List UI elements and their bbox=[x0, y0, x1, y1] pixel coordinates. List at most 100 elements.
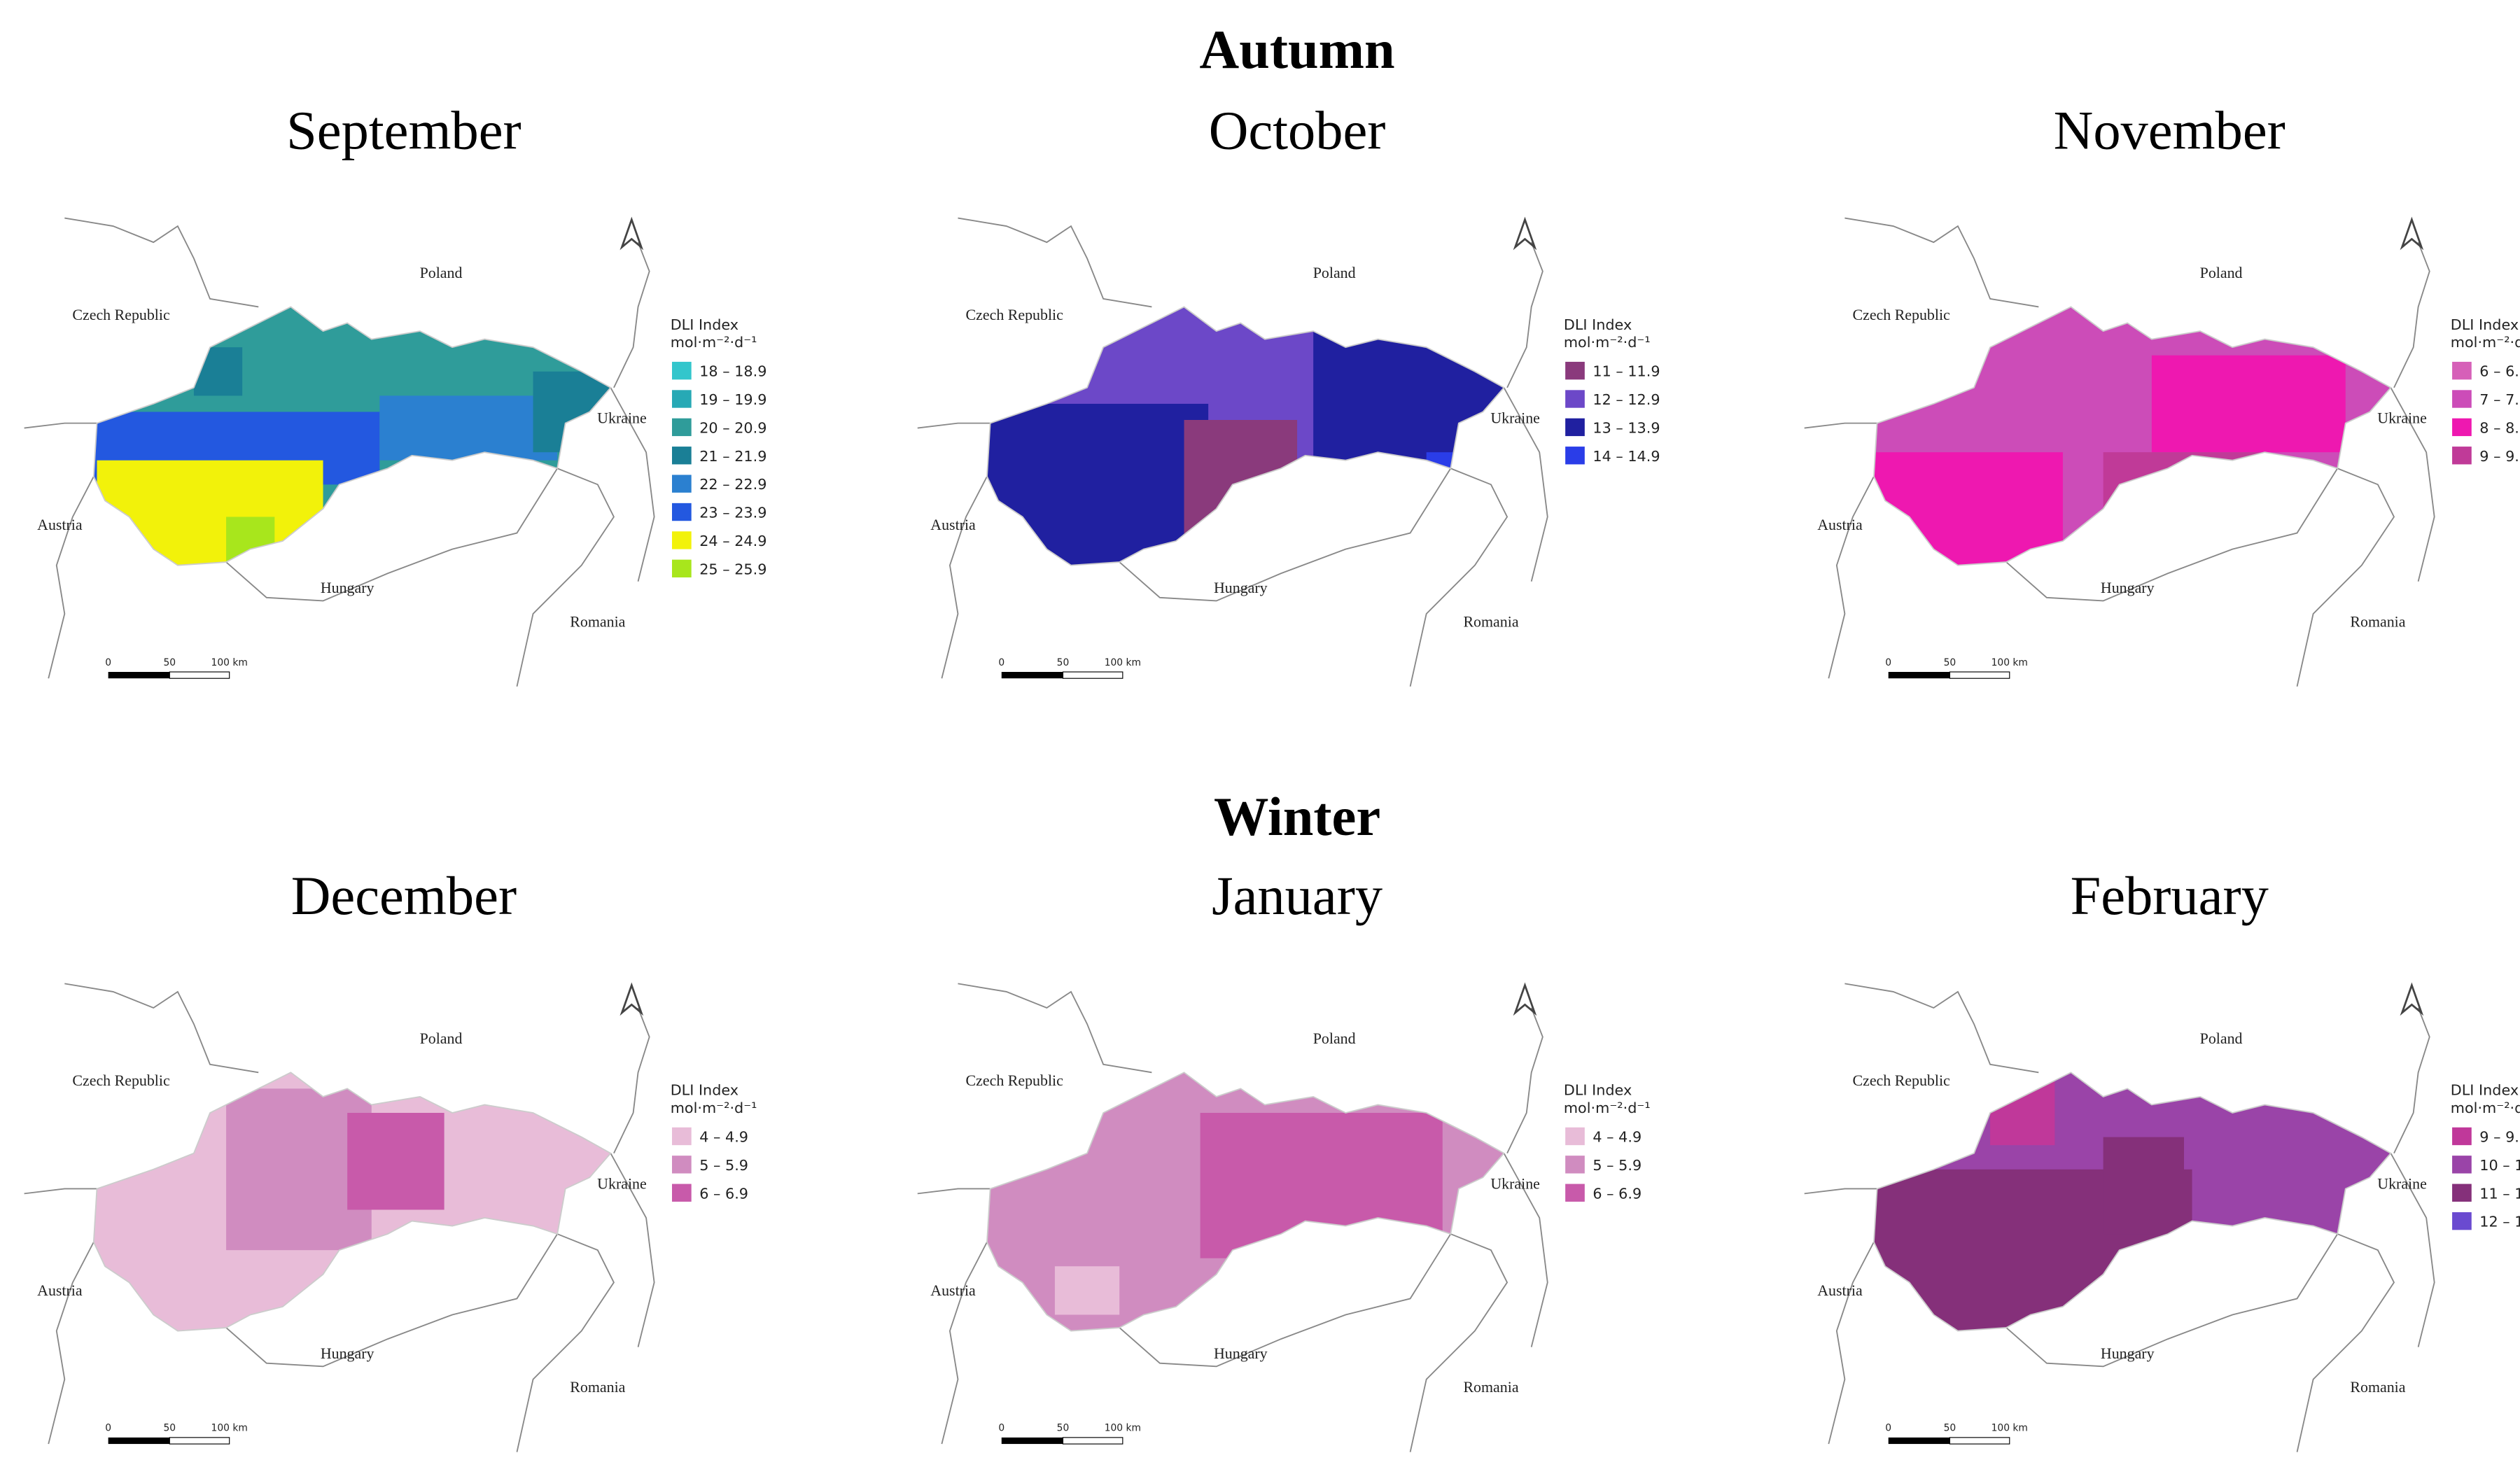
legend-label: 24 – 24.9 bbox=[699, 533, 766, 549]
legend-swatch bbox=[2452, 1127, 2472, 1146]
border-line bbox=[610, 1153, 655, 1347]
scale-bar-black bbox=[1001, 1437, 1063, 1445]
north-arrow bbox=[1513, 982, 1537, 1016]
legend-label: 21 – 21.9 bbox=[699, 448, 766, 465]
region-zone bbox=[1313, 323, 1504, 501]
region-zone bbox=[347, 1113, 444, 1210]
border-line bbox=[1844, 217, 2039, 308]
border-line bbox=[613, 241, 650, 388]
region-zone bbox=[1184, 420, 1298, 566]
legend-swatch bbox=[1565, 1184, 1585, 1202]
legend-swatch bbox=[672, 475, 692, 493]
legend-unit: mol·m⁻²·d⁻¹ bbox=[2451, 1100, 2520, 1116]
map-panel: Poland Czech Republic Ukraine Austria Hungar… bbox=[1804, 216, 2520, 687]
legend-swatch bbox=[672, 531, 692, 549]
border-line bbox=[1119, 468, 1452, 602]
month-title: October bbox=[1209, 99, 1386, 160]
country-label: Hungary bbox=[321, 1345, 374, 1362]
country-label: Poland bbox=[1313, 1030, 1356, 1047]
north-arrow bbox=[620, 216, 644, 251]
month-title: December bbox=[291, 865, 517, 926]
border-line bbox=[516, 468, 615, 687]
map-panel: Poland Czech Republic Ukraine Austria Hungar… bbox=[24, 216, 766, 687]
legend-unit: mol·m⁻²·d⁻¹ bbox=[1564, 1100, 1651, 1116]
border-line bbox=[1503, 1153, 1548, 1347]
scale-label: 100 km bbox=[1105, 657, 1141, 668]
region-zone bbox=[1990, 1080, 2055, 1146]
outline bbox=[1872, 1072, 2392, 1332]
country-label: Poland bbox=[420, 1030, 463, 1047]
legend-swatch bbox=[2452, 361, 2472, 380]
legend-swatch bbox=[2452, 390, 2472, 408]
scale-label: 0 bbox=[998, 657, 1004, 668]
border-line bbox=[516, 1233, 615, 1452]
country-label: Ukraine bbox=[1490, 1174, 1540, 1192]
north-arrow bbox=[2400, 982, 2424, 1016]
legend-label: 23 – 23.9 bbox=[699, 505, 766, 521]
legend-label: 20 – 20.9 bbox=[699, 419, 766, 436]
scale-label: 100 km bbox=[1991, 1423, 2028, 1434]
legend-title: DLI Index bbox=[1564, 1082, 1632, 1099]
legend-label: 12 – 12.9 bbox=[2479, 1214, 2520, 1230]
country-label: Austria bbox=[37, 1282, 83, 1299]
country-label: Austria bbox=[930, 1282, 976, 1299]
country-label: Austria bbox=[930, 516, 976, 533]
legend-swatch bbox=[672, 559, 692, 577]
legend-unit: mol·m⁻²·d⁻¹ bbox=[671, 1100, 757, 1116]
scale-label: 100 km bbox=[211, 657, 248, 668]
country-label: Hungary bbox=[1214, 579, 1268, 596]
country-label: Poland bbox=[1313, 264, 1356, 281]
legend-label: 11 – 11.9 bbox=[1592, 363, 1660, 380]
legend-swatch bbox=[2452, 447, 2472, 465]
country-label: Austria bbox=[1817, 1282, 1863, 1299]
scale-label: 50 bbox=[1944, 1423, 1956, 1434]
legend-swatch bbox=[1565, 390, 1585, 408]
border-line bbox=[24, 422, 97, 429]
scale-bar-black bbox=[1888, 1437, 1950, 1445]
legend-label: 8 – 8.9 bbox=[2479, 419, 2520, 436]
legend-label: 5 – 5.9 bbox=[1592, 1157, 1642, 1174]
north-arrow bbox=[620, 982, 644, 1016]
border-line bbox=[1506, 1007, 1544, 1154]
region-zone bbox=[1200, 1113, 1443, 1258]
legend-swatch bbox=[2452, 1184, 2472, 1202]
legend-unit: mol·m⁻²·d⁻¹ bbox=[2451, 334, 2520, 351]
scale-label: 50 bbox=[1944, 657, 1956, 668]
border-line bbox=[917, 1188, 990, 1195]
legend-title: DLI Index bbox=[2451, 1082, 2519, 1099]
country-label: Ukraine bbox=[597, 1174, 647, 1192]
legend-title: DLI Index bbox=[2451, 316, 2519, 333]
country-label: Romania bbox=[1463, 1378, 1518, 1396]
month-title: January bbox=[1212, 865, 1382, 926]
region-zone bbox=[2103, 1137, 2184, 1235]
border-line bbox=[958, 983, 1152, 1074]
border-line bbox=[1409, 1233, 1508, 1452]
legend-swatch bbox=[672, 503, 692, 521]
outline bbox=[986, 1072, 1505, 1332]
scale-label: 100 km bbox=[1105, 1423, 1141, 1434]
country-label: Romania bbox=[1463, 612, 1518, 630]
border-line bbox=[1828, 476, 1875, 679]
region-zone bbox=[2103, 452, 2265, 533]
border-line bbox=[48, 1242, 94, 1445]
scale-label: 50 bbox=[1057, 657, 1070, 668]
scale-label: 100 km bbox=[211, 1423, 248, 1434]
border-line bbox=[1828, 1242, 1875, 1445]
north-arrow bbox=[2400, 216, 2424, 251]
north-arrow bbox=[1513, 216, 1537, 251]
border-line bbox=[1804, 422, 1877, 429]
country-label: Poland bbox=[2200, 264, 2243, 281]
region-zone bbox=[2167, 1298, 2201, 1331]
legend-label: 9 – 9.9 bbox=[2479, 1129, 2520, 1146]
legend-label: 11 – 11.9 bbox=[2479, 1185, 2520, 1202]
outline bbox=[92, 306, 612, 566]
legend-label: 6 – 6.9 bbox=[2479, 363, 2520, 380]
legend-swatch bbox=[1565, 418, 1585, 437]
border-line bbox=[64, 983, 259, 1074]
country-label: Czech Republic bbox=[72, 1072, 170, 1089]
country-label: Romania bbox=[570, 612, 625, 630]
legend-swatch bbox=[2452, 418, 2472, 437]
scale-bar-white bbox=[1949, 1437, 2010, 1445]
region-zone bbox=[2361, 1088, 2391, 1137]
